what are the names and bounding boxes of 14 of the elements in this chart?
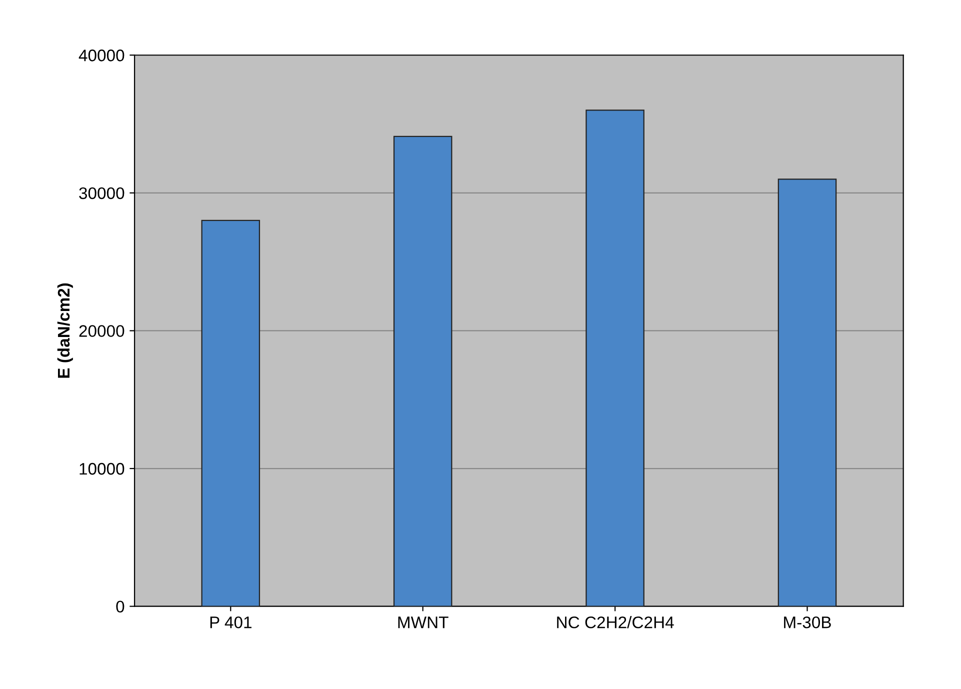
bar — [778, 178, 837, 606]
y-axis-title: E (daN/cm2) — [57, 283, 73, 378]
bar — [201, 220, 260, 606]
x-tick-label: MWNT — [398, 616, 448, 628]
x-tick-label: M-30B — [784, 616, 831, 628]
x-tick-label: P 401 — [210, 616, 252, 628]
y-tick-label: 30000 — [79, 187, 124, 200]
bar — [586, 110, 644, 606]
bar — [393, 136, 452, 606]
y-tick-label: 10000 — [80, 462, 124, 475]
x-tick-label: NC C2H2/C2H4 — [557, 616, 674, 628]
y-tick-label: 40000 — [78, 50, 124, 62]
y-tick-label: 0 — [116, 600, 124, 613]
y-tick-label: 20000 — [79, 325, 124, 337]
